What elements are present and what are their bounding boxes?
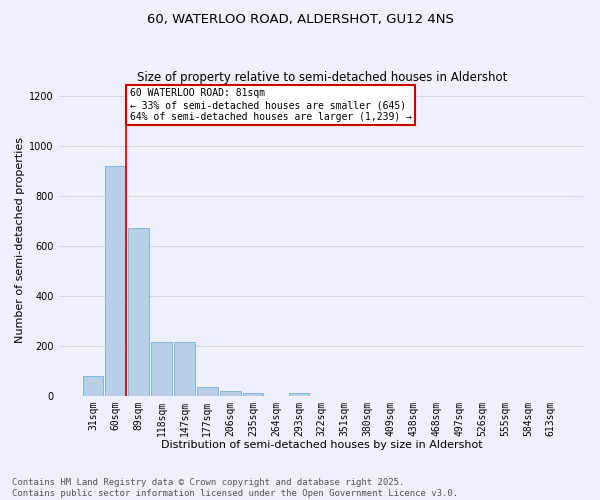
Text: 60, WATERLOO ROAD, ALDERSHOT, GU12 4NS: 60, WATERLOO ROAD, ALDERSHOT, GU12 4NS	[146, 12, 454, 26]
Title: Size of property relative to semi-detached houses in Aldershot: Size of property relative to semi-detach…	[137, 70, 507, 84]
Text: 60 WATERLOO ROAD: 81sqm
← 33% of semi-detached houses are smaller (645)
64% of s: 60 WATERLOO ROAD: 81sqm ← 33% of semi-de…	[130, 88, 412, 122]
Y-axis label: Number of semi-detached properties: Number of semi-detached properties	[15, 136, 25, 342]
Bar	[106, 166, 126, 396]
Bar	[220, 390, 241, 396]
Text: Contains HM Land Registry data © Crown copyright and database right 2025.
Contai: Contains HM Land Registry data © Crown c…	[12, 478, 458, 498]
Bar	[289, 392, 309, 396]
Bar	[151, 342, 172, 396]
Bar	[83, 376, 103, 396]
Bar	[243, 392, 263, 396]
Bar	[128, 228, 149, 396]
Bar	[174, 342, 195, 396]
Bar	[197, 387, 218, 396]
X-axis label: Distribution of semi-detached houses by size in Aldershot: Distribution of semi-detached houses by …	[161, 440, 482, 450]
